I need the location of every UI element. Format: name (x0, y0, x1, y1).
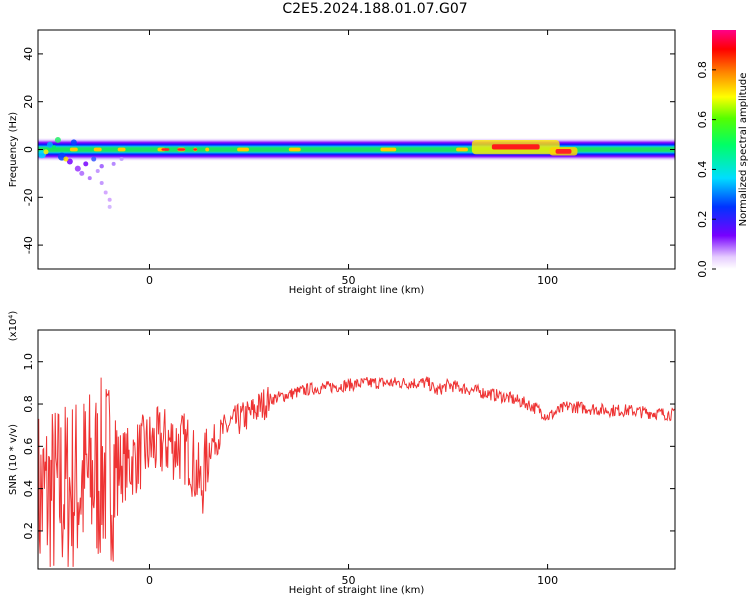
scatter-blob (99, 180, 104, 185)
colorbar-label: Normalized spectral amplitude (738, 73, 749, 227)
y-tick-label: 0.2 (22, 522, 35, 540)
scatter-blob (66, 158, 73, 165)
band-peak (193, 148, 198, 151)
band-peak (161, 148, 170, 151)
x-tick-label: 50 (342, 274, 356, 287)
band-peak (177, 148, 186, 151)
x-tick-label: 0 (146, 274, 153, 287)
chart-title: C2E5.2024.188.01.07.G07 (282, 1, 468, 17)
x-axis-label: Height of straight line (km) (289, 585, 425, 596)
bright-feature (491, 144, 540, 150)
snr-series-line (38, 375, 675, 567)
scatter-blob (107, 204, 112, 209)
scatter-blob (103, 190, 108, 195)
colorbar-gradient (712, 30, 736, 269)
scatter-blob (119, 157, 124, 162)
x-tick-label: 0 (146, 574, 153, 587)
scatter-blob (74, 165, 81, 172)
x-axis-label: Height of straight line (km) (289, 285, 425, 296)
band-hotspot (380, 147, 397, 152)
bright-spot (555, 149, 572, 154)
bottom-frame (37, 329, 676, 570)
y-tick-label: 1.0 (22, 353, 35, 371)
band-hotspot (117, 147, 126, 152)
scatter-blob (79, 170, 85, 176)
y-tick-label: 0.6 (22, 438, 35, 456)
x-tick-label: 50 (342, 574, 356, 587)
scatter-blob (87, 176, 92, 181)
band-hotspot (288, 147, 301, 152)
band-hotspot (205, 147, 210, 152)
spectrogram-heatmap (38, 136, 675, 209)
y-axis-label: SNR (10 * v/v) (8, 424, 19, 495)
band-core (38, 146, 675, 153)
colorbar-tick-label: 0.0 (696, 260, 709, 278)
y-tick-label: -40 (22, 236, 35, 254)
y-tick-label: 0 (22, 146, 35, 153)
band-hotspot (456, 147, 468, 152)
scatter-blob (107, 197, 112, 202)
band-hotspot (69, 147, 78, 152)
colorbar-tick-label: 0.2 (696, 210, 709, 228)
colorbar: 0.0 0.2 0.4 0.6 0.8 Normalized spectral ampli… (696, 30, 749, 278)
y-tick-label: 0.8 (22, 395, 35, 413)
y-scale-label: (x10⁴) (8, 311, 19, 342)
x-tick-label: 100 (537, 274, 558, 287)
scatter-blob (83, 161, 89, 167)
band-hotspot (93, 147, 102, 152)
scatter-blob (91, 156, 97, 162)
y-tick-label: -20 (22, 188, 35, 206)
scatter-blob (95, 169, 100, 174)
y-tick-label: 0.4 (22, 480, 35, 498)
scatter-blob (111, 161, 116, 166)
scatter-blob (63, 156, 69, 162)
colorbar-tick-label: 0.6 (696, 111, 709, 129)
scatter-blob (46, 141, 53, 148)
band-hotspot (237, 147, 250, 152)
spectrogram-axes: 0 50 100 -40 -20 0 20 40 Height of straight line… (8, 29, 676, 296)
y-axis-label: Frequency (Hz) (8, 112, 19, 188)
scatter-blob (99, 164, 104, 169)
x-tick-label: 100 (537, 574, 558, 587)
y-tick-label: 20 (22, 95, 35, 109)
colorbar-tick-label: 0.8 (696, 61, 709, 79)
scatter-blob (43, 149, 49, 155)
scatter-blob (51, 145, 56, 150)
y-tick-label: 40 (22, 47, 35, 61)
scatter-blob (70, 139, 77, 146)
colorbar-tick-label: 0.4 (696, 161, 709, 179)
snr-axes: 0 50 100 0.2 0.4 0.6 0.8 1.0 Height of straight … (8, 311, 676, 596)
snr-plot-area (38, 375, 675, 567)
scatter-blob (54, 136, 61, 143)
